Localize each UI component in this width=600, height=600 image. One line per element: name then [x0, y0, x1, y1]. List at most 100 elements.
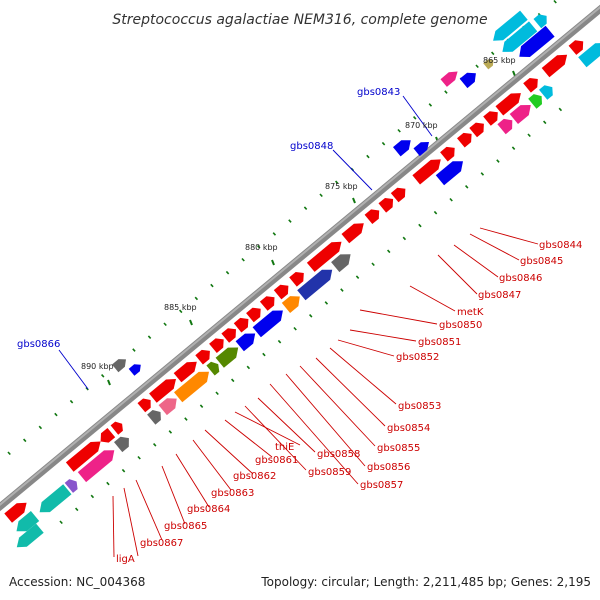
gene-label-gbs0858[interactable]: gbs0858 — [317, 449, 360, 460]
gene-arrow[interactable] — [174, 371, 209, 403]
gene-arrow-red[interactable] — [173, 361, 197, 383]
gene-arrow-red[interactable] — [364, 209, 380, 224]
gene-arrow-red[interactable] — [233, 317, 249, 333]
tick-mark — [402, 236, 407, 241]
tick-mark — [153, 443, 157, 447]
label-connector — [161, 465, 186, 525]
gene-arrow-red[interactable] — [483, 111, 498, 126]
gene-arrow[interactable] — [252, 310, 283, 338]
gene-arrow[interactable] — [235, 333, 256, 352]
gene-arrow[interactable] — [147, 410, 161, 425]
gene-arrow[interactable] — [64, 479, 78, 493]
gene-arrow[interactable] — [158, 398, 177, 416]
gene-label-gbs0867[interactable]: gbs0867 — [140, 538, 183, 549]
gene-arrow-red[interactable] — [412, 159, 441, 185]
gene-arrow[interactable] — [114, 436, 129, 453]
gene-arrow[interactable] — [509, 105, 531, 124]
gene-label-gbs0862[interactable]: gbs0862 — [233, 471, 276, 482]
gene-arrow[interactable] — [578, 43, 600, 68]
gene-arrow-blue[interactable] — [519, 25, 555, 57]
major-tick — [189, 319, 193, 326]
gene-arrow-red[interactable] — [523, 78, 538, 93]
gene-arrow[interactable] — [215, 347, 239, 368]
gene-arrow-red[interactable] — [390, 187, 406, 203]
gene-label-gbs0864[interactable]: gbs0864 — [187, 504, 230, 515]
gene-arrow-red[interactable] — [137, 398, 151, 413]
gene-arrow-gray[interactable] — [112, 359, 126, 373]
gene-arrow-red[interactable] — [149, 379, 176, 403]
gene-label-gbs0854[interactable]: gbs0854 — [387, 423, 430, 434]
gene-arrow-cyan[interactable] — [502, 21, 538, 52]
gene-arrow-red[interactable] — [495, 93, 521, 116]
gene-arrow-cyan[interactable] — [493, 10, 528, 41]
gene-arrow-red[interactable] — [457, 132, 472, 148]
gene-arrow-red[interactable] — [209, 338, 224, 353]
gene-arrow-blue[interactable] — [459, 72, 476, 89]
gene-arrow[interactable] — [539, 85, 553, 100]
gene-label-gbs0861[interactable]: gbs0861 — [255, 455, 298, 466]
major-tick — [271, 259, 275, 266]
gene-arrow-red[interactable] — [221, 328, 236, 343]
gene-arrow[interactable] — [497, 118, 513, 135]
gene-arrow[interactable] — [435, 161, 463, 186]
gene-label-gbs0853[interactable]: gbs0853 — [398, 401, 441, 412]
gene-label-gbs0847[interactable]: gbs0847 — [478, 290, 521, 301]
gene-arrow-red[interactable] — [341, 223, 364, 244]
label-connector — [192, 439, 232, 491]
gene-arrow-red[interactable] — [289, 272, 304, 287]
gene-arrow-teal[interactable] — [16, 523, 44, 548]
gene-label-gbs0866[interactable]: gbs0866 — [17, 339, 60, 350]
gene-label-ligA[interactable]: ligA — [116, 554, 135, 565]
gene-arrow-red[interactable] — [568, 40, 584, 55]
gene-label-gbs0846[interactable]: gbs0846 — [499, 273, 542, 284]
gene-arrow-blue[interactable] — [128, 364, 141, 376]
gene-arrow-red[interactable] — [195, 349, 210, 365]
tick-mark — [163, 322, 167, 327]
gene-arrow[interactable] — [297, 269, 333, 301]
map-title: Streptococcus agalactiae NEM316, complet… — [112, 12, 487, 28]
gene-label-gbs0843[interactable]: gbs0843 — [357, 87, 400, 98]
gene-arrow[interactable] — [206, 361, 220, 376]
gene-label-gbs0855[interactable]: gbs0855 — [377, 443, 420, 454]
gene-arrow[interactable] — [528, 94, 542, 109]
tick-mark — [511, 146, 516, 150]
gene-arrow-magenta[interactable] — [440, 71, 458, 87]
gene-label-gbs0865[interactable]: gbs0865 — [164, 521, 207, 532]
tick-mark — [90, 494, 95, 499]
gene-arrow-tan[interactable] — [483, 59, 494, 70]
gene-arrow-blue[interactable] — [413, 142, 430, 157]
gene-label-gbs0856[interactable]: gbs0856 — [367, 462, 410, 473]
gene-arrow-red[interactable] — [65, 441, 101, 472]
gene-arrow-red[interactable] — [469, 122, 484, 138]
gene-label-gbs0863[interactable]: gbs0863 — [211, 488, 254, 499]
gene-arrow-red[interactable] — [110, 421, 123, 435]
gene-label-gbs0848[interactable]: gbs0848 — [290, 141, 333, 152]
gene-label-gbs0857[interactable]: gbs0857 — [360, 480, 403, 491]
label-connector — [244, 405, 307, 471]
gene-label-gbs0850[interactable]: gbs0850 — [439, 320, 482, 331]
gene-label-gbs0844[interactable]: gbs0844 — [539, 240, 582, 251]
gene-arrow-red[interactable] — [273, 284, 289, 300]
gene-arrow-red[interactable] — [4, 502, 27, 523]
gene-label-gbs0845[interactable]: gbs0845 — [520, 256, 563, 267]
gene-label-gbs0859[interactable]: gbs0859 — [308, 467, 351, 478]
gene-arrow-red[interactable] — [306, 241, 342, 272]
gene-arrow-red[interactable] — [100, 428, 116, 443]
gene-arrow-cyan[interactable] — [533, 14, 547, 29]
gene-arrow-blue[interactable] — [393, 140, 411, 157]
gene-label-gbs0851[interactable]: gbs0851 — [418, 337, 461, 348]
tick-mark — [257, 245, 261, 249]
gene-label-gbs0852[interactable]: gbs0852 — [396, 352, 439, 363]
gene-arrow[interactable] — [39, 484, 72, 513]
gene-arrow-red[interactable] — [440, 146, 455, 162]
gene-arrow[interactable] — [281, 296, 300, 313]
gene-arrow-red[interactable] — [259, 296, 275, 311]
gene-arrow-red[interactable] — [246, 307, 261, 323]
gene-arrow[interactable] — [16, 511, 40, 532]
gene-arrow-red[interactable] — [541, 54, 568, 78]
gene-arrow-red[interactable] — [378, 198, 394, 213]
gene-label-thiE[interactable]: thiE — [275, 442, 294, 453]
gene-arrow[interactable] — [77, 450, 115, 483]
gene-label-metK[interactable]: metK — [457, 307, 484, 318]
gene-arrow[interactable] — [331, 254, 351, 273]
